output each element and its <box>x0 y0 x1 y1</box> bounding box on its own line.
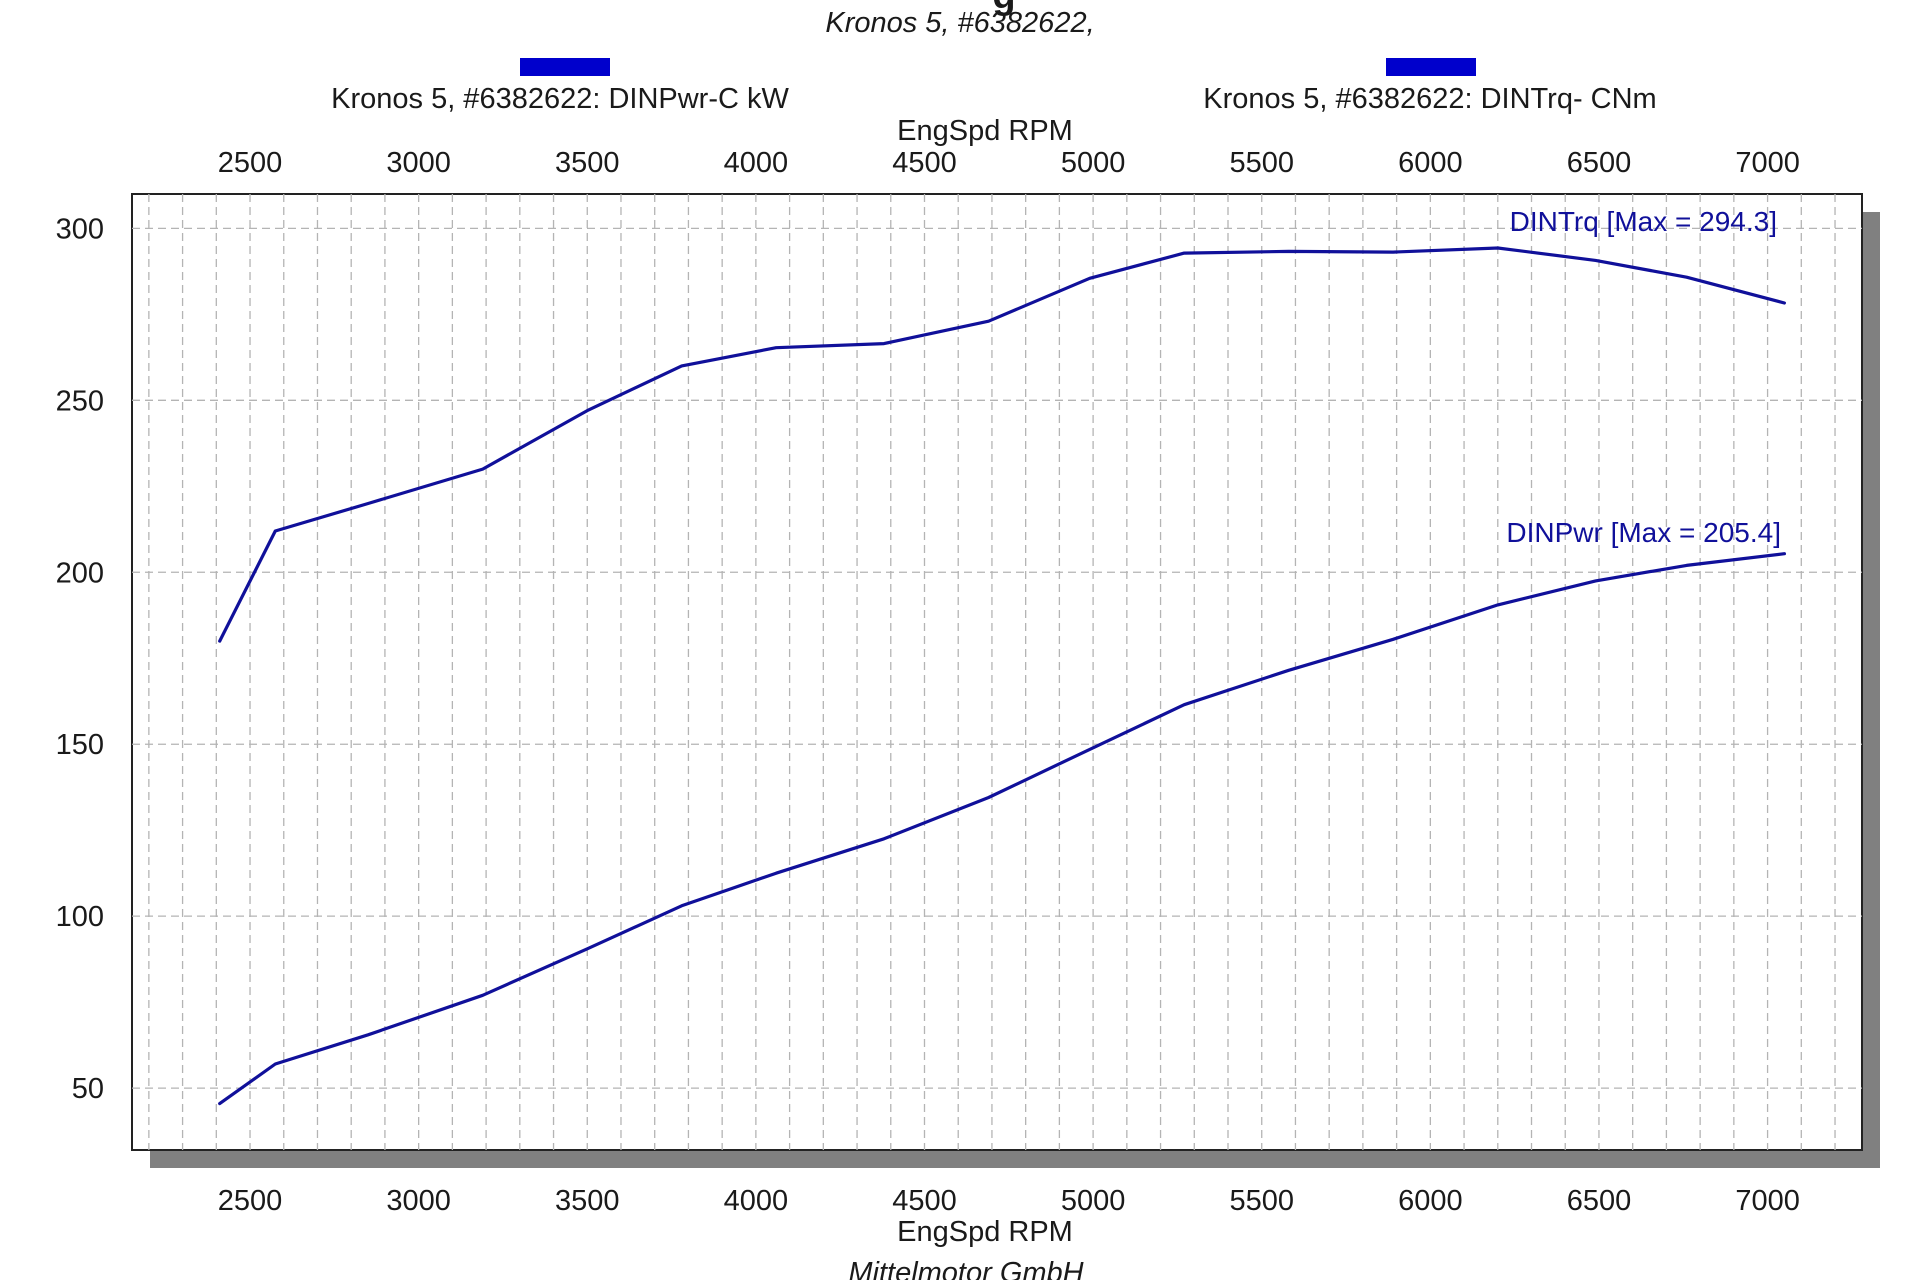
x-tick-label-top: 6500 <box>1567 147 1632 179</box>
chart-subtitle: Kronos 5, #6382622, <box>825 7 1094 39</box>
x-tick-label-top: 7000 <box>1735 147 1800 179</box>
y-tick-label: 250 <box>56 385 104 417</box>
plot-area <box>131 193 1863 1151</box>
x-tick-label-top: 3500 <box>555 147 620 179</box>
y-tick-label: 200 <box>56 557 104 589</box>
x-tick-label-top: 6000 <box>1398 147 1463 179</box>
x-ticks-bottom: 2500 3000 3500 4000 4500 5000 5500 6000 6500 7000 <box>218 1185 1800 1217</box>
x-tick-label-bottom: 6000 <box>1398 1185 1463 1217</box>
power-series-line <box>218 552 1786 1106</box>
series-layer <box>218 246 1786 1106</box>
x-tick-label-top: 3000 <box>386 147 451 179</box>
legend: Kronos 5, #6382622: DINPwr-C kW Kronos 5… <box>331 58 1657 115</box>
x-tick-label-bottom: 3500 <box>555 1185 620 1217</box>
x-tick-label-top: 5000 <box>1061 147 1126 179</box>
x-tick-label-bottom: 3000 <box>386 1185 451 1217</box>
torque-series-line <box>218 246 1786 643</box>
torque-max-annotation: DINTrq [Max = 294.3] <box>1510 206 1777 237</box>
x-tick-label-top: 5500 <box>1229 147 1294 179</box>
x-tick-label-top: 4500 <box>892 147 957 179</box>
x-tick-label-bottom: 7000 <box>1735 1185 1800 1217</box>
x-tick-label-bottom: 4000 <box>724 1185 789 1217</box>
legend-swatch-power <box>520 58 610 76</box>
y-tick-label: 50 <box>72 1073 104 1105</box>
chart-title-clipped: g <box>992 0 1015 17</box>
legend-label-power: Kronos 5, #6382622: DINPwr-C kW <box>331 83 789 115</box>
x-tick-label-bottom: 5000 <box>1061 1185 1126 1217</box>
grid-layer <box>132 194 1862 1150</box>
x-tick-label-top: 4000 <box>724 147 789 179</box>
y-tick-label: 300 <box>56 213 104 245</box>
x-tick-label-bottom: 4500 <box>892 1185 957 1217</box>
y-ticks: 50 100 150 200 250 300 <box>56 213 104 1105</box>
x-ticks-top: 2500 3000 3500 4000 4500 5000 5500 6000 6500 7000 <box>218 147 1800 179</box>
x-axis-title-top: EngSpd RPM <box>897 115 1073 147</box>
legend-label-torque: Kronos 5, #6382622: DINTrq- CNm <box>1203 83 1656 115</box>
y-tick-label: 100 <box>56 901 104 933</box>
x-tick-label-bottom: 2500 <box>218 1185 283 1217</box>
legend-swatch-torque <box>1386 58 1476 76</box>
x-tick-label-bottom: 5500 <box>1229 1185 1294 1217</box>
x-tick-label-bottom: 6500 <box>1567 1185 1632 1217</box>
x-tick-label-top: 2500 <box>218 147 283 179</box>
power-max-annotation: DINPwr [Max = 205.4] <box>1506 517 1781 548</box>
y-tick-label: 150 <box>56 729 104 761</box>
footer-company: Mittelmotor GmbH <box>848 1257 1083 1280</box>
x-axis-title-bottom: EngSpd RPM <box>897 1216 1073 1248</box>
